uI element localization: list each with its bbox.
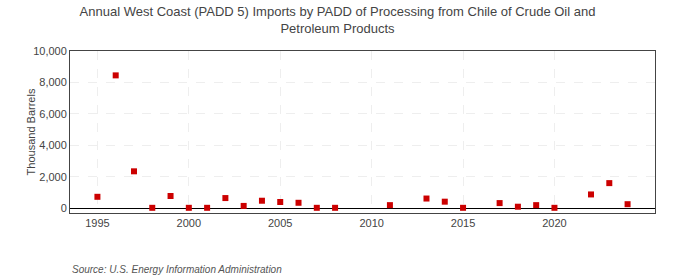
svg-text:10,000: 10,000: [33, 45, 67, 57]
svg-text:2015: 2015: [451, 217, 475, 229]
svg-text:Thousand Barrels: Thousand Barrels: [25, 88, 37, 175]
svg-text:8,000: 8,000: [39, 76, 67, 88]
svg-text:4,000: 4,000: [39, 139, 67, 151]
svg-text:Source: U.S. Energy Informatio: Source: U.S. Energy Information Administ…: [72, 264, 282, 275]
svg-text:2020: 2020: [542, 217, 566, 229]
svg-text:Annual West Coast (PADD 5) Imp: Annual West Coast (PADD 5) Imports by PA…: [80, 4, 596, 36]
svg-text:0: 0: [61, 202, 67, 214]
svg-text:6,000: 6,000: [39, 108, 67, 120]
svg-text:2005: 2005: [268, 217, 292, 229]
svg-text:2010: 2010: [359, 217, 383, 229]
svg-text:2000: 2000: [177, 217, 201, 229]
svg-text:1995: 1995: [85, 217, 109, 229]
svg-text:2,000: 2,000: [39, 171, 67, 183]
